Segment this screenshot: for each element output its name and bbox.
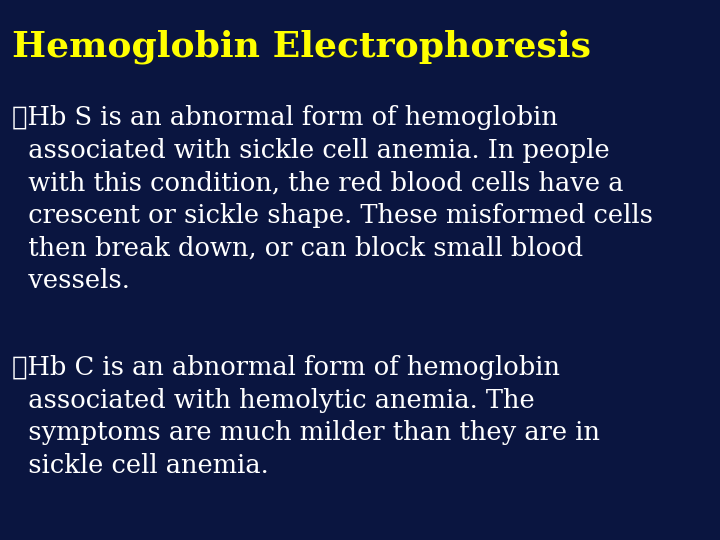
Text: Hemoglobin Electrophoresis: Hemoglobin Electrophoresis	[12, 30, 591, 64]
Text: ➤Hb S is an abnormal form of hemoglobin
  associated with sickle cell anemia. In: ➤Hb S is an abnormal form of hemoglobin …	[12, 105, 653, 293]
Text: ➤Hb C is an abnormal form of hemoglobin
  associated with hemolytic anemia. The
: ➤Hb C is an abnormal form of hemoglobin …	[12, 355, 600, 478]
